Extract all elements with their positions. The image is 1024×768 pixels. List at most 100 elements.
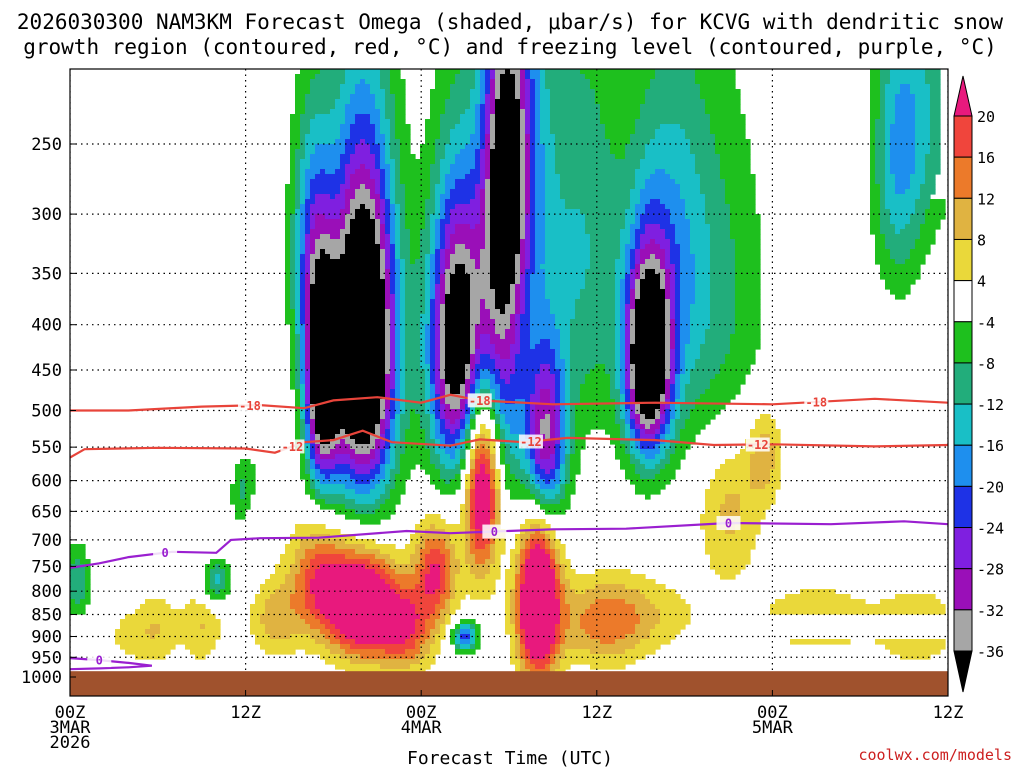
omega-shade-cell — [465, 364, 471, 370]
omega-shade-cell — [530, 209, 536, 215]
omega-shade-cell — [390, 79, 406, 85]
omega-shade-cell — [285, 209, 296, 215]
omega-shade-cell — [525, 469, 531, 475]
omega-shade-cell — [385, 314, 391, 320]
omega-shade-cell — [440, 124, 456, 130]
omega-shade-cell — [380, 434, 386, 440]
colorbar-label: -4 — [977, 314, 995, 332]
omega-shade-cell — [455, 269, 466, 275]
omega-shade-cell — [385, 469, 391, 475]
omega-shade-cell — [910, 179, 926, 185]
omega-shade-cell — [700, 349, 731, 355]
omega-shade-cell — [560, 619, 571, 625]
omega-shade-cell — [290, 364, 296, 370]
omega-shade-cell — [495, 494, 501, 500]
omega-shade-cell — [295, 549, 306, 555]
omega-shade-cell — [440, 624, 446, 630]
omega-shade-cell — [540, 89, 551, 95]
omega-shade-cell — [540, 394, 551, 400]
omega-shade-cell — [630, 339, 636, 345]
omega-shade-cell — [490, 229, 521, 235]
omega-shade-cell — [270, 574, 286, 580]
omega-shade-cell — [305, 94, 341, 100]
omega-shade-cell — [440, 294, 446, 300]
omega-shade-cell — [675, 374, 681, 380]
omega-shade-cell — [525, 159, 531, 165]
omega-shade-cell — [560, 469, 566, 475]
omega-shade-cell — [535, 384, 556, 390]
omega-shade-cell — [305, 554, 316, 560]
omega-shade-cell — [295, 329, 301, 335]
omega-shade-cell — [310, 464, 316, 470]
omega-shade-cell — [390, 494, 401, 500]
omega-shade-cell — [520, 169, 526, 175]
omega-shade-cell — [555, 349, 561, 355]
omega-shade-cell — [555, 639, 561, 645]
omega-shade-cell — [680, 349, 686, 355]
omega-shade-cell — [665, 229, 676, 235]
omega-shade-cell — [400, 154, 416, 160]
colorbar-label: 20 — [977, 108, 995, 126]
omega-shade-cell — [285, 199, 296, 205]
omega-shade-cell — [890, 219, 911, 225]
omega-shade-cell — [305, 414, 311, 420]
omega-shade-cell — [285, 259, 291, 265]
omega-shade-cell — [445, 539, 451, 545]
omega-shade-cell — [570, 469, 581, 475]
omega-shade-cell — [305, 434, 311, 440]
omega-shade-cell — [525, 139, 531, 145]
omega-shade-cell — [575, 444, 586, 450]
omega-shade-cell — [590, 264, 616, 270]
omega-shade-cell — [455, 419, 461, 425]
omega-shade-cell — [345, 514, 391, 520]
omega-shade-cell — [480, 379, 491, 385]
omega-shade-cell — [915, 149, 931, 155]
omega-shade-cell — [550, 399, 556, 405]
omega-shade-cell — [325, 499, 356, 505]
omega-shade-cell — [385, 309, 391, 315]
omega-shade-cell — [540, 369, 551, 375]
omega-shade-cell — [450, 164, 476, 170]
omega-shade-cell — [620, 354, 626, 360]
omega-shade-cell — [470, 329, 476, 335]
colorbar-bin — [953, 362, 973, 405]
omega-shade-cell — [405, 269, 426, 275]
omega-shade-cell — [515, 339, 521, 345]
omega-shade-cell — [545, 149, 556, 155]
omega-shade-cell — [535, 409, 556, 415]
omega-shade-cell — [475, 519, 491, 525]
omega-shade-cell — [665, 359, 671, 365]
omega-shade-cell — [675, 419, 686, 425]
omega-shade-cell — [390, 239, 396, 245]
omega-shade-cell — [265, 609, 296, 615]
omega-shade-cell — [305, 389, 311, 395]
omega-shade-cell — [430, 404, 436, 410]
omega-shade-cell — [445, 279, 451, 285]
contour-label: 0 — [96, 654, 103, 668]
omega-shade-cell — [545, 239, 591, 245]
omega-shade-cell — [535, 184, 546, 190]
omega-shade-cell — [440, 344, 446, 350]
omega-shade-cell — [490, 384, 501, 390]
omega-shade-cell — [300, 379, 306, 385]
omega-shade-cell — [625, 349, 631, 355]
omega-shade-cell — [455, 554, 466, 560]
omega-shade-cell — [470, 414, 476, 420]
omega-shade-cell — [460, 389, 466, 395]
omega-shade-cell — [600, 119, 636, 125]
omega-shade-cell — [515, 614, 521, 620]
omega-shade-cell — [510, 609, 516, 615]
omega-shade-cell — [550, 369, 561, 375]
omega-shade-cell — [555, 419, 561, 425]
omega-shade-cell — [470, 489, 476, 495]
omega-shade-cell — [705, 534, 756, 540]
omega-shade-cell — [560, 404, 566, 410]
omega-shade-cell — [505, 619, 511, 625]
omega-shade-cell — [635, 264, 641, 270]
omega-shade-cell — [555, 399, 561, 405]
omega-shade-cell — [895, 119, 916, 125]
omega-shade-cell — [525, 169, 531, 175]
omega-shade-cell — [580, 289, 616, 295]
omega-shade-cell — [515, 599, 521, 605]
omega-shade-cell — [515, 369, 541, 375]
